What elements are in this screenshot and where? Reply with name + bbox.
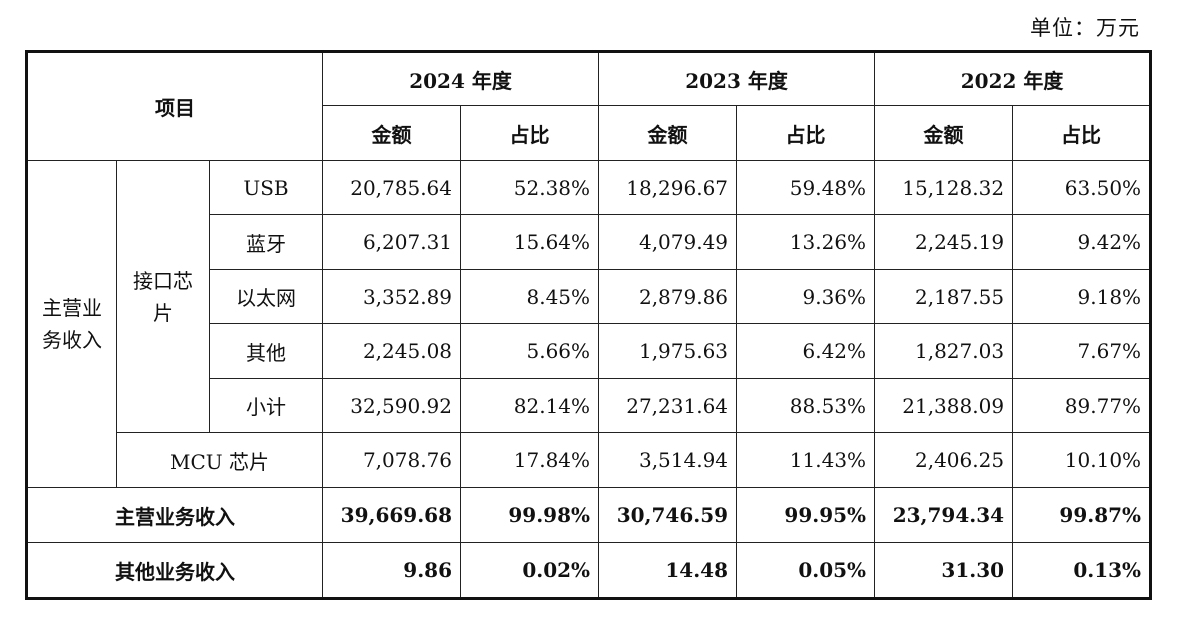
cell-value: 15,128.32 xyxy=(874,159,1014,216)
cell-value: 3,352.89 xyxy=(322,268,462,325)
cell-value: 9.42% xyxy=(1012,214,1152,270)
cell-value: 88.53% xyxy=(736,377,876,434)
unit-label: 单位：万元 xyxy=(1030,16,1140,40)
cell-value: 1,975.63 xyxy=(598,323,738,379)
cell-value: 21,388.09 xyxy=(874,377,1014,434)
cell-value: 9.86 xyxy=(322,542,462,599)
cell-value: 7,078.76 xyxy=(322,432,462,488)
table-row: 以太网 3,352.89 8.45% 2,879.86 9.36% 2,187.… xyxy=(27,268,1152,325)
table-row-total-main: 主营业务收入 39,669.68 99.98% 30,746.59 99.95%… xyxy=(25,486,1152,544)
cell-value: 0.02% xyxy=(460,542,600,599)
row-label: 蓝牙 xyxy=(208,214,324,270)
table-row: 主营业 务收入 接口芯 片 USB 20,785.64 52.38% 18,29… xyxy=(26,159,1152,488)
cell-value: 39,669.68 xyxy=(322,486,462,544)
cell-value: 0.05% xyxy=(736,542,876,599)
cell-value: 23,794.34 xyxy=(874,486,1014,544)
header-amount: 金额 xyxy=(874,105,1014,161)
cell-value: 20,785.64 xyxy=(322,159,462,216)
header-row-years: 项目 2024 年度 2023 年度 2022 年度 xyxy=(25,50,1152,161)
cell-value: 52.38% xyxy=(460,159,600,216)
cell-value: 17.84% xyxy=(460,432,600,488)
cell-value: 9.18% xyxy=(1012,268,1152,325)
row-label: 小计 xyxy=(208,377,324,434)
group-interface-chip-line2: 片 xyxy=(153,300,173,325)
header-amount: 金额 xyxy=(598,105,738,161)
cell-value: 32,590.92 xyxy=(322,377,462,434)
cell-value: 27,231.64 xyxy=(598,377,738,434)
cell-value: 99.98% xyxy=(460,486,600,544)
cell-value: 13.26% xyxy=(736,214,876,270)
row-label: 其他 xyxy=(208,323,324,379)
cell-value: 2,245.19 xyxy=(874,214,1014,270)
table-row: MCU 芯片 7,078.76 17.84% 3,514.94 11.43% 2… xyxy=(27,432,1152,488)
cell-value: 8.45% xyxy=(460,268,600,325)
header-ratio: 占比 xyxy=(736,105,876,161)
cell-value: 10.10% xyxy=(1012,432,1152,488)
cell-value: 2,406.25 xyxy=(874,432,1014,488)
row-label: 以太网 xyxy=(208,268,324,325)
row-label: MCU 芯片 xyxy=(115,432,324,488)
cell-value: 82.14% xyxy=(460,377,600,434)
cell-value: 63.50% xyxy=(1012,159,1152,216)
group-main-business-line2: 务收入 xyxy=(42,327,102,352)
header-year-2023: 2023 年度 xyxy=(598,50,876,107)
cell-value: 99.87% xyxy=(1012,486,1152,544)
cell-value: 15.64% xyxy=(460,214,600,270)
cell-value: 5.66% xyxy=(460,323,600,379)
table-row: 蓝牙 6,207.31 15.64% 4,079.49 13.26% 2,245… xyxy=(27,214,1152,270)
group-main-business-line1: 主营业 xyxy=(42,295,102,320)
cell-value: 2,187.55 xyxy=(874,268,1014,325)
cell-value: 2,879.86 xyxy=(598,268,738,325)
table-row-other-business: 其他业务收入 9.86 0.02% 14.48 0.05% 31.30 0.13… xyxy=(25,542,1152,599)
cell-value: 59.48% xyxy=(736,159,876,216)
row-label: 其他业务收入 xyxy=(25,542,324,599)
header-item: 项目 xyxy=(25,51,324,161)
cell-value: 14.48 xyxy=(598,542,738,599)
header-year-2024: 2024 年度 xyxy=(322,50,600,107)
cell-value: 6.42% xyxy=(736,323,876,379)
revenue-table: 项目 2024 年度 2023 年度 2022 年度 金额 占比 金额 占比 金… xyxy=(25,50,1153,600)
cell-value: 89.77% xyxy=(1012,377,1152,434)
cell-value: 30,746.59 xyxy=(598,486,738,544)
row-label: USB xyxy=(208,159,324,216)
cell-value: 6,207.31 xyxy=(322,214,462,270)
cell-value: 99.95% xyxy=(736,486,876,544)
cell-value: 9.36% xyxy=(736,268,876,325)
header-year-2022: 2022 年度 xyxy=(874,50,1152,107)
cell-value: 11.43% xyxy=(736,432,876,488)
cell-value: 3,514.94 xyxy=(598,432,738,488)
header-amount: 金额 xyxy=(322,105,462,161)
cell-value: 2,245.08 xyxy=(322,323,462,379)
group-main-business: 主营业 务收入 xyxy=(26,159,117,488)
table-row: 其他 2,245.08 5.66% 1,975.63 6.42% 1,827.0… xyxy=(27,323,1152,379)
cell-value: 7.67% xyxy=(1012,323,1152,379)
cell-value: 4,079.49 xyxy=(598,214,738,270)
header-ratio: 占比 xyxy=(1012,105,1152,161)
cell-value: 31.30 xyxy=(874,542,1014,599)
cell-value: 0.13% xyxy=(1012,542,1152,599)
group-interface-chip: 接口芯 片 xyxy=(116,159,210,434)
header-ratio: 占比 xyxy=(460,105,600,161)
cell-value: 1,827.03 xyxy=(874,323,1014,379)
cell-value: 18,296.67 xyxy=(598,159,738,216)
row-label: 主营业务收入 xyxy=(25,486,324,544)
group-interface-chip-line1: 接口芯 xyxy=(133,268,193,293)
